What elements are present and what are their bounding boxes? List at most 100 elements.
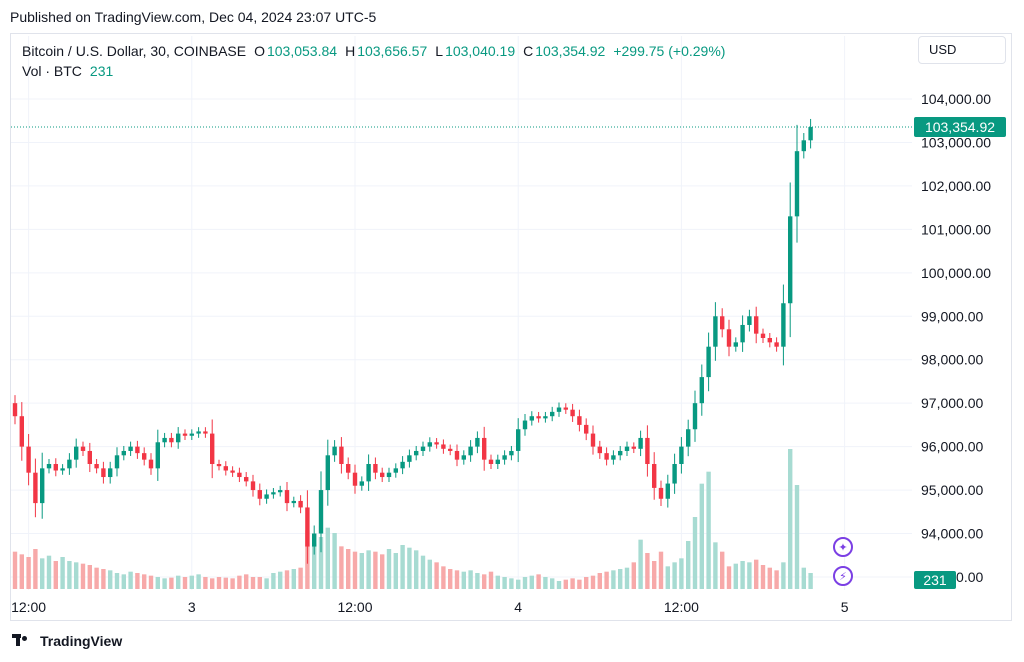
last-volume-badge (914, 571, 956, 589)
candle-body (604, 453, 609, 460)
candle-body (495, 459, 500, 464)
change-value: +299.75 (+0.29%) (613, 43, 726, 59)
high-value: 103,656.57 (357, 43, 428, 59)
candle-body (788, 216, 793, 304)
candle-body (516, 429, 521, 451)
volume-bar (645, 553, 650, 589)
volume-bar (570, 578, 575, 589)
volume-bars (12, 449, 813, 589)
volume-bar (19, 554, 24, 589)
candle-body (522, 420, 528, 430)
volume-bar (713, 542, 718, 589)
currency-button[interactable]: USD (918, 36, 1006, 64)
price-tick-label: 102,000.00 (921, 178, 991, 194)
volume-bar (522, 577, 528, 589)
candle-body (529, 416, 534, 421)
volume-bar (312, 543, 317, 589)
candle-body (414, 450, 419, 456)
candle-body (94, 464, 99, 469)
open-value: 103,053.84 (266, 43, 338, 59)
volume-bar (169, 577, 174, 589)
volume-bar (536, 574, 541, 589)
candle-body (278, 490, 283, 493)
volume-bar (699, 483, 704, 589)
candle-body (794, 151, 800, 217)
close-label: C (523, 43, 534, 59)
volume-bar (502, 577, 507, 589)
volume-bar (114, 573, 120, 589)
candle-body (808, 127, 813, 141)
candle-body (352, 472, 358, 486)
candle-body (482, 437, 487, 460)
volume-bar (108, 570, 113, 589)
candle-body (318, 490, 324, 534)
candle-body (584, 424, 589, 434)
candle-body (699, 377, 704, 404)
candle-body (631, 446, 636, 449)
sparkle-icon[interactable]: ✦ (833, 537, 853, 557)
volume-bar (618, 569, 623, 589)
volume-bar (142, 574, 147, 589)
price-tick-label: 104,000.00 (921, 91, 991, 107)
volume-bar (529, 575, 534, 589)
volume-bar (509, 578, 514, 589)
candle-body (101, 468, 106, 478)
candle-body (26, 446, 31, 473)
time-tick-label: 12:00 (337, 599, 372, 615)
candle-body (502, 455, 507, 460)
volume-bar (33, 549, 38, 589)
volume-bar (352, 551, 358, 589)
low-label: L (435, 43, 444, 59)
candle-body (176, 433, 181, 443)
candle-body (760, 333, 766, 338)
volume-bar (760, 565, 766, 589)
candle-body (142, 453, 147, 460)
candle-body (577, 416, 582, 425)
candle-body (488, 459, 494, 464)
candle-body (128, 446, 133, 451)
candle-body (747, 316, 752, 325)
candle-body (114, 455, 120, 469)
volume-bar (774, 570, 779, 589)
candle-body (169, 437, 174, 443)
candle-body (155, 442, 160, 469)
volume-bar (121, 574, 126, 589)
volume-bar (590, 575, 596, 589)
volume-bar (210, 578, 215, 589)
candle-body (543, 416, 548, 419)
volume-bar (468, 570, 473, 589)
volume-label[interactable]: Vol · BTC (22, 63, 82, 79)
candle-body (366, 464, 371, 482)
volume-bar (346, 549, 351, 589)
candle-body (454, 450, 460, 460)
volume-bar (767, 567, 772, 589)
volume-bar (12, 551, 18, 589)
brand-footer[interactable]: TradingView (12, 633, 122, 649)
candle-body (638, 437, 643, 449)
volume-bar (80, 563, 86, 589)
volume-bar (454, 570, 460, 589)
candle-body (339, 446, 344, 464)
volume-bar (652, 561, 657, 589)
candle-body (427, 442, 432, 447)
volume-bar (271, 573, 276, 589)
candle-body (611, 455, 616, 460)
candle-body (658, 487, 664, 499)
volume-bar (400, 545, 405, 589)
candle-body (726, 329, 732, 347)
volume-bar (427, 559, 432, 589)
candle-body (386, 472, 392, 478)
volume-bar (94, 567, 99, 589)
candle-body (740, 324, 745, 343)
volume-bar (448, 569, 453, 589)
candle-body (373, 464, 378, 473)
volume-bar (516, 579, 521, 589)
candle-body (312, 533, 317, 547)
candle-body (767, 338, 772, 343)
candle-body (652, 464, 657, 488)
volume-bar (393, 553, 398, 589)
price-axis: 93,000.0094,000.0095,000.0096,000.0097,0… (921, 91, 991, 585)
lightning-icon[interactable]: ⚡ (833, 566, 853, 586)
symbol-title[interactable]: Bitcoin / U.S. Dollar, 30, COINBASE (22, 43, 247, 59)
